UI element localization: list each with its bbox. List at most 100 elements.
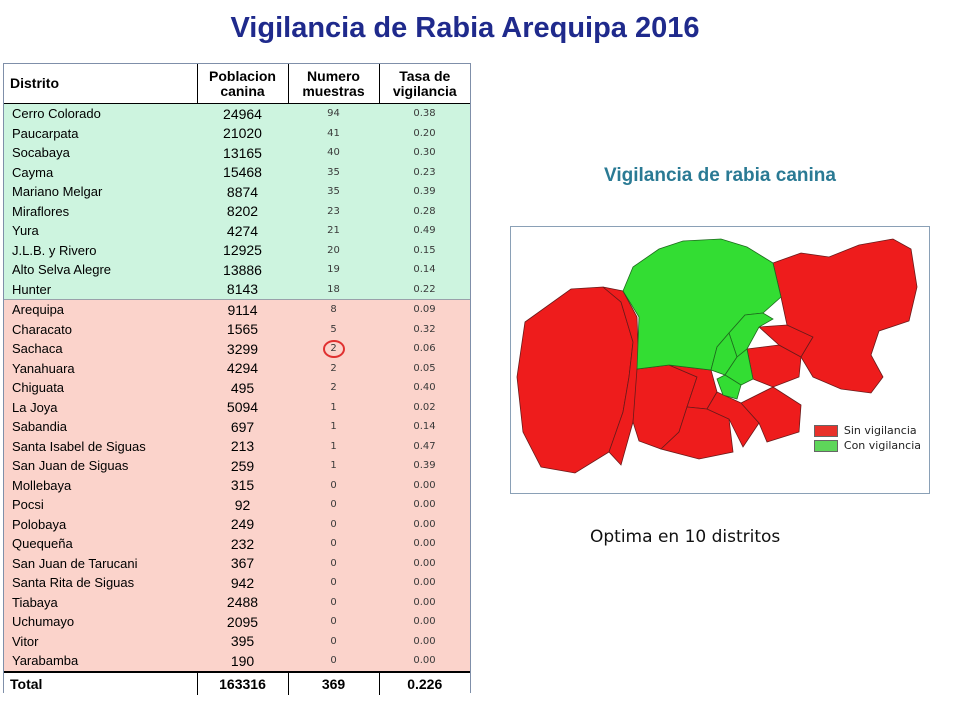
cell-muestras: 5 (288, 319, 379, 339)
cell-distrito: Chiguata (4, 378, 197, 398)
cell-tasa: 0.00 (379, 514, 470, 534)
cell-muestras: 0 (288, 651, 379, 672)
cell-distrito: J.L.B. y Rivero (4, 240, 197, 260)
cell-poblacion: 2095 (197, 612, 288, 632)
cell-muestras: 1 (288, 456, 379, 476)
cell-poblacion: 9114 (197, 299, 288, 320)
cell-distrito: Alto Selva Alegre (4, 260, 197, 280)
cell-muestras: 0 (288, 475, 379, 495)
cell-tasa: 0.39 (379, 182, 470, 202)
table-row: Sabandia 697 1 0.14 (4, 417, 470, 437)
map-district (772, 238, 918, 394)
cell-distrito: Arequipa (4, 299, 197, 320)
cell-poblacion: 249 (197, 514, 288, 534)
cell-distrito: La Joya (4, 397, 197, 417)
table-body: Cerro Colorado 24964 94 0.38 Paucarpata 21020… (4, 103, 470, 672)
cell-poblacion: 190 (197, 651, 288, 672)
cell-tasa: 0.23 (379, 162, 470, 182)
cell-poblacion: 15468 (197, 162, 288, 182)
table-row: San Juan de Tarucani 367 0 0.00 (4, 553, 470, 573)
cell-muestras: 35 (288, 162, 379, 182)
map-svg (516, 238, 918, 474)
cell-poblacion: 942 (197, 573, 288, 593)
cell-distrito: Socabaya (4, 143, 197, 163)
cell-tasa: 0.06 (379, 339, 470, 359)
cell-tasa: 0.14 (379, 417, 470, 437)
cell-distrito: Hunter (4, 279, 197, 300)
cell-distrito: Tiabaya (4, 592, 197, 612)
cell-muestras: 2 (288, 358, 379, 378)
cell-muestras: 20 (288, 240, 379, 260)
cell-distrito: Polobaya (4, 514, 197, 534)
surveillance-table: Distrito Poblacion canina Numero muestra… (3, 63, 471, 695)
cell-poblacion: 697 (197, 417, 288, 437)
total-tasa: 0.226 (378, 670, 470, 695)
cell-poblacion: 21020 (197, 123, 288, 143)
cell-tasa: 0.47 (379, 436, 470, 456)
table-row: Polobaya 249 0 0.00 (4, 514, 470, 534)
cell-muestras: 1 (288, 397, 379, 417)
cell-tasa: 0.15 (379, 240, 470, 260)
cell-tasa: 0.32 (379, 319, 470, 339)
map-legend: Sin vigilancia Con vigilancia (813, 423, 921, 453)
cell-muestras: 2 (288, 339, 379, 359)
map-district (602, 286, 640, 466)
total-label: Total (4, 670, 197, 695)
cell-tasa: 0.00 (379, 651, 470, 672)
cell-tasa: 0.00 (379, 612, 470, 632)
table-row: Mariano Melgar 8874 35 0.39 (4, 182, 470, 202)
header-poblacion: Poblacion canina (196, 64, 288, 104)
highlight-circle: 2 (322, 339, 345, 358)
cell-muestras: 41 (288, 123, 379, 143)
cell-tasa: 0.28 (379, 201, 470, 221)
cell-muestras: 0 (288, 631, 379, 651)
cell-muestras: 1 (288, 417, 379, 437)
cell-tasa: 0.00 (379, 534, 470, 554)
slide-title: Vigilancia de Rabia Arequipa 2016 (230, 12, 700, 44)
cell-tasa: 0.09 (379, 299, 470, 320)
cell-distrito: Cerro Colorado (4, 103, 197, 124)
cell-tasa: 0.05 (379, 358, 470, 378)
cell-poblacion: 8143 (197, 279, 288, 300)
cell-muestras: 0 (288, 573, 379, 593)
cell-tasa: 0.30 (379, 143, 470, 163)
cell-poblacion: 5094 (197, 397, 288, 417)
cell-muestras: 18 (288, 279, 379, 300)
cell-distrito: Sabandia (4, 417, 197, 437)
cell-distrito: Uchumayo (4, 612, 197, 632)
cell-poblacion: 495 (197, 378, 288, 398)
cell-poblacion: 13886 (197, 260, 288, 280)
cell-tasa: 0.00 (379, 573, 470, 593)
table-row: Uchumayo 2095 0 0.00 (4, 612, 470, 632)
map-district (710, 332, 738, 376)
cell-distrito: Yura (4, 221, 197, 241)
cell-tasa: 0.14 (379, 260, 470, 280)
cell-tasa: 0.00 (379, 495, 470, 515)
cell-tasa: 0.20 (379, 123, 470, 143)
cell-muestras: 1 (288, 436, 379, 456)
cell-distrito: Miraflores (4, 201, 197, 221)
cell-muestras: 0 (288, 592, 379, 612)
cell-poblacion: 24964 (197, 103, 288, 124)
cell-poblacion: 3299 (197, 339, 288, 359)
cell-muestras: 8 (288, 299, 379, 320)
table-row: Santa Isabel de Siguas 213 1 0.47 (4, 436, 470, 456)
cell-muestras: 21 (288, 221, 379, 241)
cell-poblacion: 232 (197, 534, 288, 554)
cell-muestras: 94 (288, 103, 379, 124)
cell-tasa: 0.38 (379, 103, 470, 124)
cell-poblacion: 2488 (197, 592, 288, 612)
cell-muestras: 19 (288, 260, 379, 280)
table-row: Chiguata 495 2 0.40 (4, 378, 470, 398)
map-title: Vigilancia de rabia canina (604, 165, 836, 186)
table-row: Cerro Colorado 24964 94 0.38 (4, 103, 470, 124)
table-row: Cayma 15468 35 0.23 (4, 162, 470, 182)
cell-distrito: Characato (4, 319, 197, 339)
cell-tasa: 0.00 (379, 592, 470, 612)
cell-distrito: Santa Isabel de Siguas (4, 436, 197, 456)
cell-distrito: San Juan de Tarucani (4, 553, 197, 573)
table-row: Yura 4274 21 0.49 (4, 221, 470, 241)
table-header-row: Distrito Poblacion canina Numero muestra… (4, 64, 470, 104)
table-row: Paucarpata 21020 41 0.20 (4, 123, 470, 143)
table-row: Hunter 8143 18 0.22 (4, 279, 470, 300)
